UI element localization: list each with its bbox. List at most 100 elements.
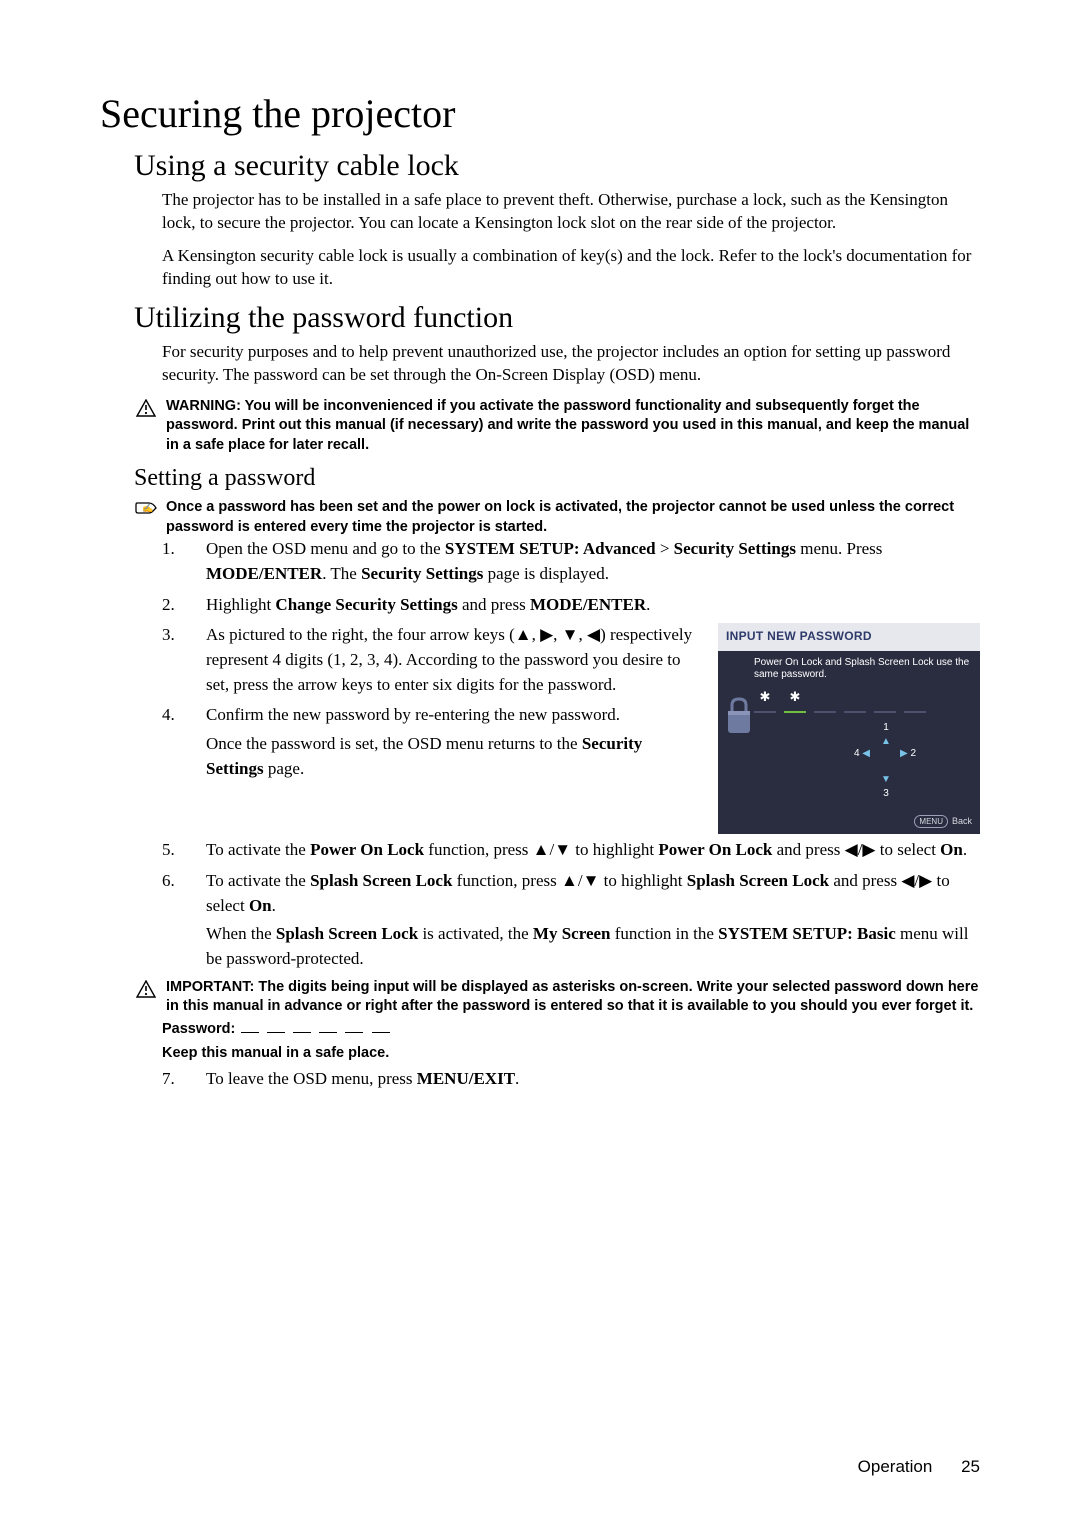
step-1: 1. Open the OSD menu and go to the SYSTE… (162, 537, 980, 586)
t: . (272, 896, 276, 915)
step-7: 7. To leave the OSD menu, press MENU/EXI… (162, 1067, 980, 1092)
t: Power On Lock (658, 840, 772, 859)
up-arrow-icon: ▲ (561, 871, 578, 890)
t: page. (264, 759, 305, 778)
t: As pictured to the right, the four arrow… (206, 625, 515, 644)
t: My Screen (533, 924, 611, 943)
t: Splash Screen Lock (310, 871, 452, 890)
info-icon: ✍ (134, 498, 158, 516)
t: Security Settings (361, 564, 483, 583)
t: Confirm the new password by re-entering … (206, 705, 620, 724)
page-footer: Operation 25 (858, 1457, 980, 1477)
t: Power On Lock (310, 840, 424, 859)
step-num: 6. (162, 869, 175, 894)
osd-panel-message: Power On Lock and Splash Screen Lock use… (754, 657, 972, 682)
pw-blank[interactable] (267, 1032, 285, 1033)
t: MENU/EXIT (417, 1069, 515, 1088)
warning-icon (134, 978, 158, 998)
warning-note-1: WARNING: You will be inconvenienced if y… (134, 397, 980, 456)
t: and press (458, 595, 530, 614)
warning-icon (134, 397, 158, 417)
section-lock-p2: A Kensington security cable lock is usua… (162, 245, 980, 291)
t: Security Settings (674, 539, 796, 558)
svg-text:✍: ✍ (142, 503, 153, 513)
down-arrow-icon: ▼ (554, 840, 571, 859)
pw-blank[interactable] (345, 1032, 363, 1033)
step-6: 6. To activate the Splash Screen Lock fu… (162, 869, 980, 972)
section-set-heading: Setting a password (134, 465, 980, 492)
t: to select (876, 840, 941, 859)
pw-blank[interactable] (241, 1032, 259, 1033)
pw-blank[interactable] (319, 1032, 337, 1033)
pw-blank[interactable] (372, 1032, 390, 1033)
t: Change Security Settings (275, 595, 457, 614)
menu-button-label: MENU (914, 815, 948, 829)
t: function in the (611, 924, 719, 943)
section-pw-heading: Utilizing the password function (134, 301, 980, 335)
t: > (656, 539, 674, 558)
t: MODE/ENTER (206, 564, 322, 583)
keep-manual-line: Keep this manual in a safe place. (162, 1045, 980, 1061)
info-note-1: ✍ Once a password has been set and the p… (134, 498, 980, 537)
right-arrow-icon: ▶ (862, 840, 875, 859)
step-num: 5. (162, 838, 175, 863)
right-arrow-icon: ▶ (919, 871, 932, 890)
back-label: Back (952, 816, 972, 826)
down-arrow-icon: ▼ (583, 871, 600, 890)
warning-text-1: WARNING: You will be inconvenienced if y… (166, 397, 980, 456)
step-num: 3. (162, 623, 175, 648)
t: and press (772, 840, 844, 859)
t: function, press (424, 840, 533, 859)
t: MODE/ENTER (530, 595, 646, 614)
t: function, press (452, 871, 561, 890)
osd-panel-footer: MENU Back (718, 811, 980, 835)
t: To activate the (206, 871, 310, 890)
up-arrow-icon: ▲ (515, 625, 532, 644)
step-3: 3. INPUT NEW PASSWORD Power On Lock and … (162, 623, 980, 697)
t: page is displayed. (483, 564, 609, 583)
down-arrow-icon: ▼ (562, 625, 579, 644)
t: Once the password is set, the OSD menu r… (206, 734, 582, 753)
password-write-line: Password: (162, 1021, 980, 1037)
t: . (646, 595, 650, 614)
page-title: Securing the projector (100, 90, 980, 137)
t: On (249, 896, 272, 915)
t: menu. Press (796, 539, 882, 558)
t: Highlight (206, 595, 275, 614)
step-num: 4. (162, 703, 175, 728)
t: Splash Screen Lock (276, 924, 418, 943)
t: When the (206, 924, 276, 943)
info-text-1: Once a password has been set and the pow… (166, 498, 980, 537)
steps-list: 1. Open the OSD menu and go to the SYSTE… (162, 537, 980, 971)
step-num: 1. (162, 537, 175, 562)
t: Splash Screen Lock (687, 871, 829, 890)
section-lock-heading: Using a security cable lock (134, 149, 980, 183)
important-note: IMPORTANT: The digits being input will b… (134, 978, 980, 1017)
step-4: 4. Confirm the new password by re-enteri… (162, 703, 980, 781)
pw-blank[interactable] (293, 1032, 311, 1033)
step-num: 2. (162, 593, 175, 618)
step-num: 7. (162, 1067, 175, 1092)
t: . (963, 840, 967, 859)
t: . (515, 1069, 519, 1088)
up-arrow-icon: ▲ (533, 840, 550, 859)
t: On (940, 840, 963, 859)
t: is activated, the (418, 924, 533, 943)
t: to highlight (599, 871, 686, 890)
t: To activate the (206, 840, 310, 859)
footer-section: Operation (858, 1457, 933, 1476)
left-arrow-icon: ◀ (845, 840, 858, 859)
section-lock-p1: The projector has to be installed in a s… (162, 189, 980, 235)
t: To leave the OSD menu, press (206, 1069, 417, 1088)
step-5: 5. To activate the Power On Lock functio… (162, 838, 980, 863)
steps-list-cont: 7. To leave the OSD menu, press MENU/EXI… (162, 1067, 980, 1092)
t: SYSTEM SETUP: Basic (718, 924, 896, 943)
important-text: IMPORTANT: The digits being input will b… (166, 978, 980, 1017)
osd-panel-title: INPUT NEW PASSWORD (718, 623, 980, 650)
footer-page-number: 25 (961, 1457, 980, 1476)
right-arrow-icon: ▶ (540, 625, 553, 644)
t: SYSTEM SETUP: Advanced (445, 539, 656, 558)
t: and press (829, 871, 901, 890)
step-2: 2. Highlight Change Security Settings an… (162, 593, 980, 618)
left-arrow-icon: ◀ (901, 871, 914, 890)
